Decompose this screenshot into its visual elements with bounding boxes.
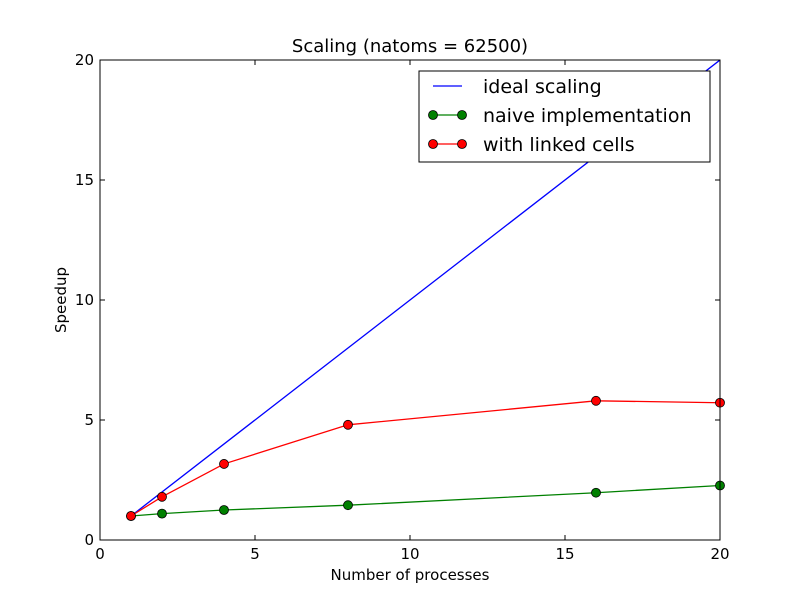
series-1-point — [591, 487, 601, 498]
x-tick-label: 5 — [250, 545, 260, 563]
legend: ideal scaling naive implementation with li… — [418, 70, 711, 163]
series-1-point — [343, 500, 353, 511]
series-line-2 — [130, 400, 720, 517]
y-axis-label: Speedup — [52, 267, 70, 333]
series-2-point — [126, 511, 136, 521]
x-tick-label: 10 — [400, 545, 419, 563]
series-2-point — [591, 395, 601, 406]
y-tick-label: 10 — [75, 291, 94, 309]
series-line-1 — [130, 484, 720, 517]
series-1-point — [219, 505, 229, 515]
y-tick-label: 0 — [84, 531, 94, 549]
y-tick-label: 5 — [84, 411, 94, 429]
legend-label-0: ideal scaling — [483, 76, 602, 98]
legend-marker-2 — [457, 139, 467, 149]
legend-box — [418, 70, 711, 163]
x-tick-label: 20 — [710, 545, 729, 563]
legend-marker-1 — [457, 110, 467, 120]
legend-marker-2 — [428, 139, 438, 149]
legend-label-2: with linked cells — [483, 134, 635, 156]
x-tick-label: 15 — [555, 545, 574, 563]
series-2-point — [219, 459, 229, 469]
chart-title: Scaling (natoms = 62500) — [292, 36, 528, 57]
x-tick-label: 0 — [95, 545, 105, 563]
series-2-point — [157, 491, 167, 502]
y-tick-label: 15 — [75, 171, 94, 189]
series-2-point — [343, 419, 353, 430]
legend-marker-1 — [428, 110, 438, 120]
series-1-point — [157, 508, 167, 519]
legend-label-1: naive implementation — [483, 105, 691, 127]
x-axis-label: Number of processes — [331, 566, 490, 584]
y-tick-label: 20 — [75, 51, 94, 69]
